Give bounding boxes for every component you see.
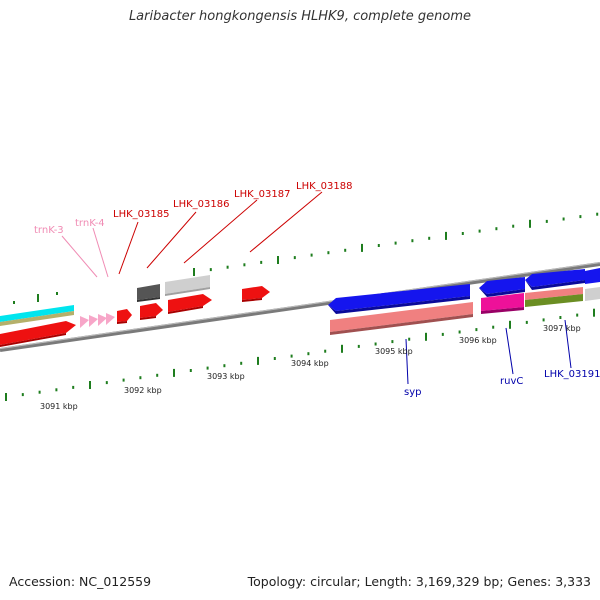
scale-label-3094: 3094 kbp xyxy=(291,359,329,368)
label-leaders xyxy=(61,191,572,385)
gene-label-lhk-03185: LHK_03185 xyxy=(113,209,169,220)
scale-label-3092: 3092 kbp xyxy=(124,386,162,395)
olive-feature xyxy=(0,311,74,326)
gene-blue-328 xyxy=(328,284,470,311)
accession-text: Accession: NC_012559 xyxy=(9,574,152,589)
gene-label-syp: syp xyxy=(404,387,421,398)
gene-label-trnk-4: trnK-4 xyxy=(75,218,105,229)
gene-labels-top: trnK-3 trnK-4 LHK_03185 LHK_03186 LHK_03… xyxy=(34,181,352,236)
scale-label-3097: 3097 kbp xyxy=(543,324,581,333)
gene-lhk-03191 xyxy=(525,294,583,307)
gene-salmon-right xyxy=(525,287,583,300)
genome-backbone xyxy=(0,262,600,352)
left-tick-marks xyxy=(13,292,58,304)
gene-blue-480 xyxy=(479,277,525,294)
gene-ruvc xyxy=(481,293,524,311)
upper-tick-track xyxy=(193,212,599,276)
gene-lhk-03187 xyxy=(165,275,210,294)
gene-blue-525 xyxy=(525,269,585,287)
scale-label-3093: 3093 kbp xyxy=(207,372,245,381)
scale-label-3091: 3091 kbp xyxy=(40,402,78,411)
scale-label-3095: 3095 kbp xyxy=(375,347,413,356)
gene-red-168 xyxy=(168,294,212,312)
gene-gray-right xyxy=(585,287,600,301)
genome-title: Laribacter hongkongensis HLHK9, complete… xyxy=(128,9,472,24)
scale-label-3096: 3096 kbp xyxy=(459,336,497,345)
gene-lhk-03186 xyxy=(140,303,163,318)
gene-label-lhk-03188: LHK_03188 xyxy=(296,181,352,192)
lower-tick-track xyxy=(5,308,595,401)
gene-label-ruvc: ruvC xyxy=(500,376,523,387)
scale-labels: 3091 kbp 3092 kbp 3093 kbp 3094 kbp 3095… xyxy=(40,324,581,411)
gene-blue-585 xyxy=(585,268,600,284)
gene-syp xyxy=(330,302,473,332)
gene-dark-gray xyxy=(137,284,160,300)
red-feature xyxy=(0,321,76,345)
trna-arrows xyxy=(80,313,115,328)
gene-lhk-03188 xyxy=(242,286,270,300)
gene-label-lhk-03191: LHK_03191 xyxy=(544,369,600,380)
gene-label-trnk-3: trnK-3 xyxy=(34,225,64,236)
gene-labels-bottom: syp ruvC LHK_03191 xyxy=(404,369,600,398)
gene-label-lhk-03187: LHK_03187 xyxy=(234,189,290,200)
cyan-feature xyxy=(0,305,74,322)
gene-label-lhk-03186: LHK_03186 xyxy=(173,199,229,210)
gene-lhk-03185 xyxy=(117,309,132,322)
genome-summary-text: Topology: circular; Length: 3,169,329 bp… xyxy=(247,574,591,589)
